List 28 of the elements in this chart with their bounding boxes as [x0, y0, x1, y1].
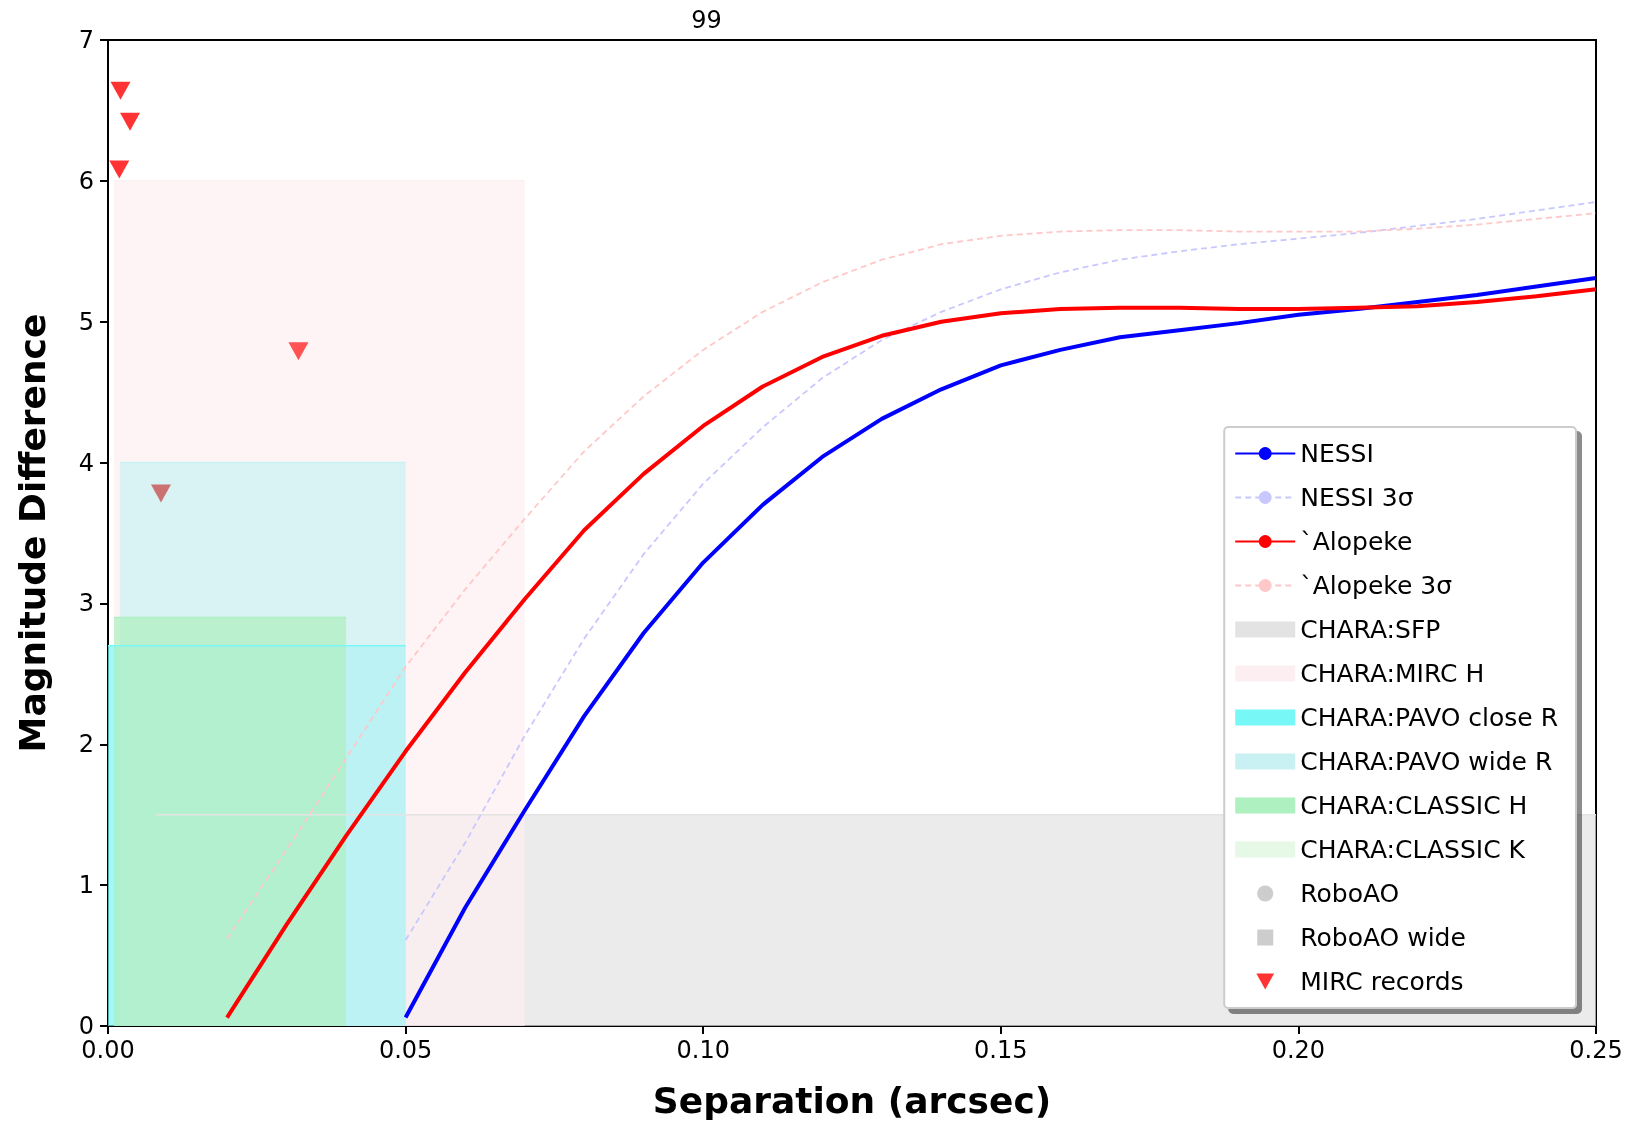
legend-label: CHARA:MIRC H — [1300, 659, 1485, 688]
x-axis-title: Separation (arcsec) — [652, 1079, 1052, 1121]
legend-label: RoboAO — [1300, 879, 1400, 908]
legend-label: CHARA:PAVO wide R — [1300, 747, 1553, 776]
x-tick-label: 0.05 — [378, 1036, 433, 1064]
x-tick-label: 0.20 — [1271, 1036, 1326, 1064]
legend-label: CHARA:SFP — [1300, 615, 1441, 644]
y-tick-label: 4 — [78, 448, 94, 477]
legend-label: RoboAO wide — [1300, 923, 1466, 952]
y-tick-label: 3 — [78, 589, 94, 618]
legend-label: NESSI — [1300, 439, 1374, 468]
y-tick-label: 6 — [78, 166, 94, 195]
legend-label: `Alopeke — [1300, 527, 1413, 556]
legend-label: NESSI 3σ — [1300, 483, 1414, 512]
legend-label: CHARA:CLASSIC K — [1300, 835, 1526, 864]
text: 99 — [691, 6, 722, 34]
legend-label: `Alopeke 3σ — [1300, 571, 1453, 600]
y-tick-label: 1 — [78, 871, 94, 900]
y-tick-label: 2 — [78, 730, 94, 759]
x-tick-label: 0.10 — [676, 1036, 730, 1064]
x-tick-label: 0.15 — [974, 1036, 1028, 1064]
legend-label: CHARA:PAVO close R — [1300, 703, 1559, 732]
legend-label: CHARA:CLASSIC H — [1300, 791, 1528, 820]
legend-label: MIRC records — [1300, 967, 1464, 996]
x-tick-label: 0.25 — [1569, 1036, 1623, 1064]
y-tick-label: 7 — [78, 26, 94, 54]
y-tick-label: 5 — [78, 307, 94, 336]
y-axis-title: Magnitude Difference — [11, 313, 53, 753]
